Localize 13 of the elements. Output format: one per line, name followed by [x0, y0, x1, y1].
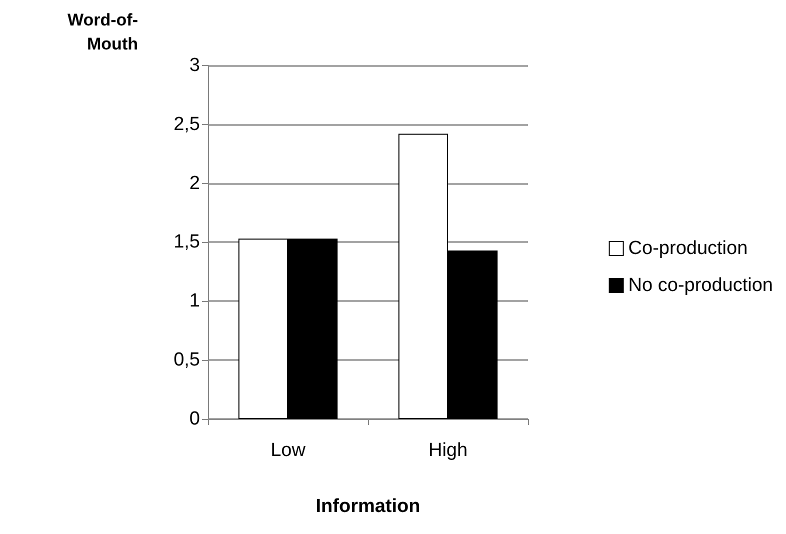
legend-label: Co-production: [628, 238, 748, 259]
y-axis-title: Word-of- Mouth: [68, 10, 138, 54]
x-tick-label: Low: [270, 440, 306, 461]
y-tick-label: 0,5: [174, 350, 200, 371]
y-tick-label: 2: [189, 172, 200, 194]
y-tick-label: 1,5: [174, 232, 200, 253]
x-axis-title: Information: [316, 496, 420, 517]
y-tick-label: 0: [189, 408, 200, 430]
legend-label: No co-production: [628, 275, 774, 296]
y-tick-label: 2,5: [174, 114, 200, 135]
y-tick-label: 1: [189, 290, 200, 312]
y-tick-label: 3: [189, 54, 200, 76]
x-tick-label: High: [428, 440, 468, 461]
